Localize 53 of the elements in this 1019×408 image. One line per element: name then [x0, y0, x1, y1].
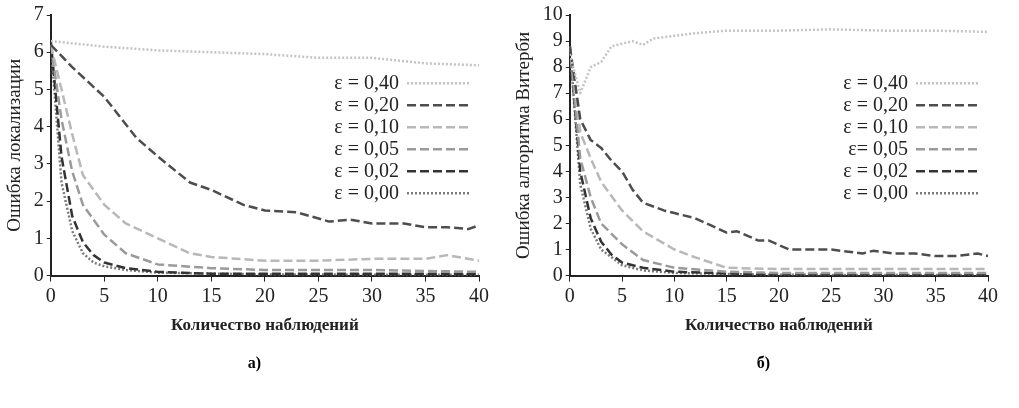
x-tick-label: 20 — [768, 283, 789, 306]
x-tick-label: 30 — [361, 283, 382, 306]
x-tick-label: 20 — [254, 283, 275, 306]
x-axis-title: Количество наблюдений — [171, 315, 359, 335]
legend-label: ε = 0,02 — [334, 158, 399, 181]
legend-label: ε = 0,05 — [334, 136, 399, 159]
y-tick-label: 3 — [33, 151, 44, 174]
legend-label: ε = 0,00 — [843, 180, 908, 203]
y-tick-label: 3 — [552, 184, 563, 207]
x-tick-label: 5 — [617, 283, 628, 306]
legend-label: ε = 0,00 — [334, 180, 399, 203]
y-axis-title: Ошибка локализации — [3, 58, 25, 232]
x-tick-label: 35 — [415, 283, 436, 306]
y-tick-label: 10 — [542, 2, 563, 25]
y-tick-label: 1 — [33, 225, 44, 248]
text: б) — [755, 354, 772, 372]
y-tick-label: 4 — [552, 158, 563, 181]
x-tick-label: 25 — [821, 283, 842, 306]
y-tick-label: 2 — [33, 188, 44, 211]
y-tick-label: 1 — [552, 236, 563, 259]
x-axis-title: Количество наблюдений — [685, 315, 873, 335]
y-tick-label: 9 — [552, 28, 563, 51]
y-tick-label: 8 — [552, 54, 563, 77]
x-tick-label: 15 — [716, 283, 737, 306]
x-tick-label: 25 — [308, 283, 329, 306]
y-tick-label: 0 — [33, 262, 44, 285]
y-axis-title: Ошибка алгоритма Витерби — [512, 31, 534, 259]
x-tick-label: 15 — [201, 283, 222, 306]
y-tick-label: 6 — [552, 106, 563, 129]
legend-label: ε = 0,20 — [843, 92, 908, 115]
text: а) — [246, 354, 263, 372]
x-tick-label: 40 — [978, 283, 998, 306]
x-tick-label: 40 — [469, 283, 489, 306]
x-tick-label: 10 — [147, 283, 168, 306]
y-tick-label: 0 — [552, 262, 563, 285]
y-tick-label: 5 — [552, 132, 563, 155]
x-tick-label: 5 — [99, 283, 110, 306]
y-tick-label: 7 — [33, 2, 44, 25]
legend-label: ε = 0,40 — [843, 70, 908, 93]
legend-label: ε = 0,20 — [334, 92, 399, 115]
legend-label: ε = 0,10 — [843, 114, 908, 137]
legend-label: ε= 0,05 — [848, 136, 908, 159]
y-tick-label: 5 — [33, 76, 44, 99]
legend-label: ε = 0,02 — [843, 158, 908, 181]
y-tick-label: 4 — [33, 113, 44, 136]
legend-label: ε = 0,40 — [334, 70, 399, 93]
x-tick-label: 10 — [664, 283, 685, 306]
y-tick-label: 6 — [33, 39, 44, 62]
x-tick-label: 30 — [873, 283, 894, 306]
x-tick-label: 35 — [925, 283, 946, 306]
legend-label: ε = 0,10 — [334, 114, 399, 137]
y-tick-label: 2 — [552, 210, 563, 233]
y-tick-label: 7 — [552, 80, 563, 103]
